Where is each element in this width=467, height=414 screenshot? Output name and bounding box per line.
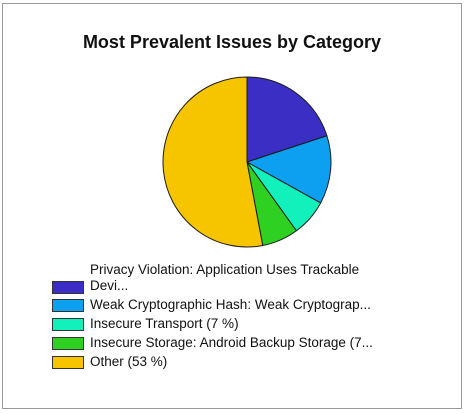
legend-swatch [52,337,84,350]
legend-label: Privacy Violation: Application Uses Trac… [90,262,360,293]
legend-label: Insecure Storage: Android Backup Storage… [90,335,373,350]
legend-item: Privacy Violation: Application Uses Trac… [52,262,452,294]
pie-slice-0 [246,76,328,163]
legend-item: Weak Cryptographic Hash: Weak Cryptograp… [52,297,452,313]
pie-slice-4 [162,76,264,248]
legend-label: Weak Cryptographic Hash: Weak Cryptograp… [90,297,371,312]
legend-label: Insecure Transport (7 %) [90,316,239,331]
chart-legend: Privacy Violation: Application Uses Trac… [52,262,452,373]
legend-swatch [52,356,84,369]
legend-item: Other (53 %) [52,354,452,370]
pie-slice-1 [245,135,332,204]
legend-item: Insecure Transport (7 %) [52,316,452,332]
legend-swatch [52,318,84,331]
legend-label: Other (53 %) [90,354,168,369]
legend-swatch [52,299,84,312]
chart-title: Most Prevalent Issues by Category [82,32,382,52]
legend-item: Insecure Storage: Android Backup Storage… [52,335,452,351]
legend-swatch [52,281,84,294]
pie-chart [162,76,332,248]
